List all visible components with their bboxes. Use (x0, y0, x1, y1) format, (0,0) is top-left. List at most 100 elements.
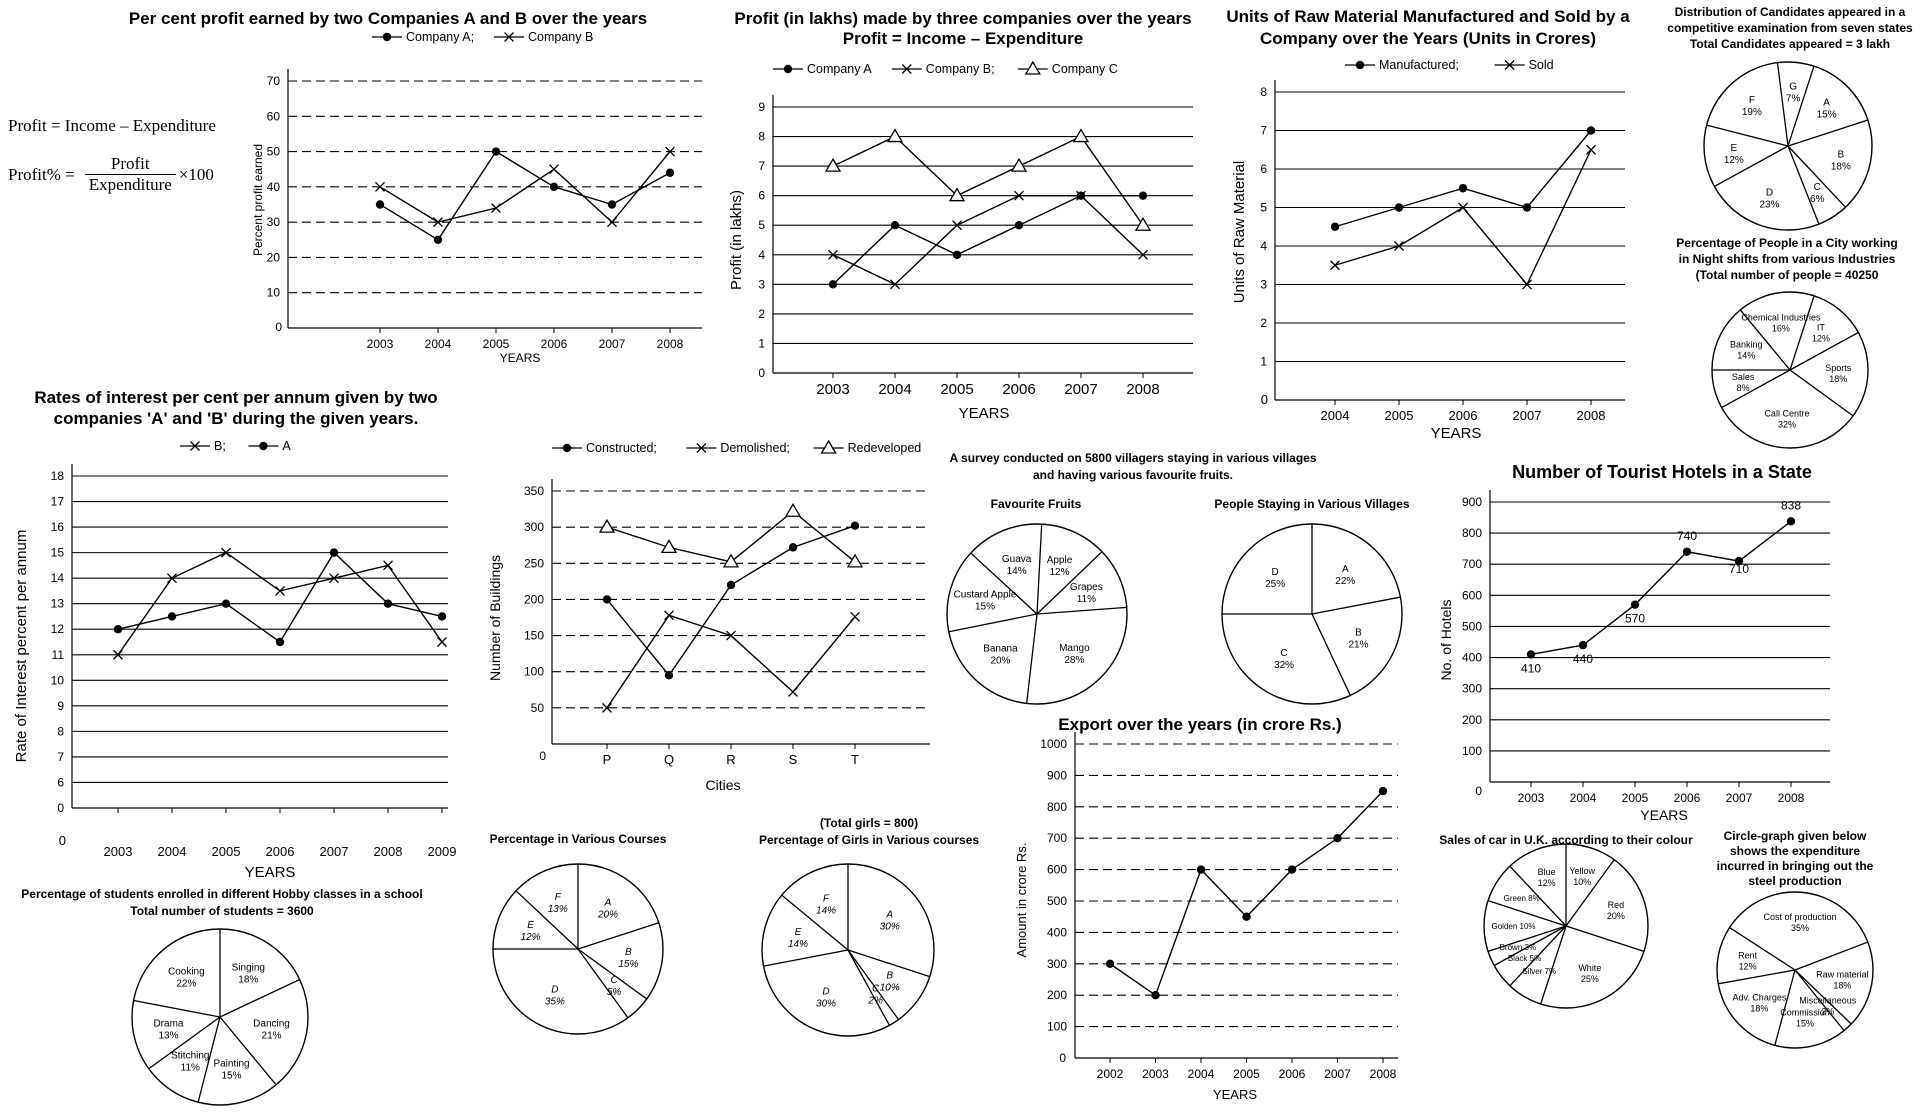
x-tick-label: 2004 (1188, 1067, 1215, 1081)
pie-slice-label: Cooking (168, 966, 205, 977)
x-tick-label: R (726, 752, 735, 767)
pie-slice-value: 6% (1810, 194, 1825, 205)
y-tick-label: 900 (1462, 495, 1482, 509)
data-point (1522, 279, 1532, 290)
y-tick-label: 13 (51, 597, 65, 611)
pie-slice-label: D (1766, 187, 1773, 198)
data-point (850, 611, 860, 622)
y-tick-label: 14 (51, 571, 65, 585)
x-tick-label: 2003 (816, 381, 849, 398)
x-tick-label: 2005 (940, 381, 973, 398)
y-tick-label: 6 (57, 775, 64, 789)
data-point (602, 595, 612, 604)
pie-slice-label: E (527, 920, 534, 931)
pie-divider (1739, 309, 1791, 371)
y-tick-label: 60 (267, 109, 281, 123)
data-point (437, 612, 447, 621)
pie-slice-label: C (1814, 182, 1821, 193)
pie-divider (1036, 606, 1127, 615)
legend-marker (259, 441, 268, 451)
chart-title: competitive examination from seven state… (1667, 21, 1913, 35)
data-point (383, 599, 393, 608)
data-point (1522, 203, 1532, 212)
data-point (788, 543, 798, 552)
pie-divider (515, 890, 579, 950)
data-point (846, 553, 864, 568)
data-point (437, 637, 447, 647)
chart-title: (Total number of people = 40250 (1696, 268, 1879, 282)
series-line (832, 194, 1144, 286)
data-point (1151, 991, 1160, 1000)
formula-denominator: Expenditure (84, 174, 176, 195)
pie-slice-value: 32% (1274, 660, 1294, 671)
legend-label: Company B (528, 30, 593, 44)
pie-slice-value: 18% (1750, 1004, 1768, 1014)
data-point (726, 630, 736, 641)
pie-slice-value: 19% (1742, 107, 1762, 118)
pie-slice-label: F (1749, 95, 1755, 106)
pie-divider (1774, 969, 1796, 1046)
legend-label: Company A (807, 62, 872, 76)
data-point (850, 521, 860, 530)
pie-divider (1787, 145, 1846, 208)
pie-slice-value: 23% (1759, 199, 1779, 210)
pie-slice-value: 20% (597, 910, 618, 921)
y-tick-label: 10 (267, 286, 281, 300)
pie-slice-value: 35% (545, 996, 565, 1007)
chart-profit_pct: Per cent profit earned by two Companies … (129, 9, 702, 365)
legend-marker (504, 32, 514, 42)
data-label: 740 (1677, 529, 1697, 543)
data-point (1586, 144, 1596, 155)
data-label: 440 (1573, 652, 1593, 666)
data-point (1287, 865, 1297, 874)
pie-divider (1787, 119, 1869, 147)
x-tick-label: 2008 (1126, 381, 1159, 398)
x-axis-label: YEARS (245, 864, 296, 881)
legend-marker (696, 443, 707, 453)
pie-slice-label: Mango (1059, 643, 1090, 654)
x-tick-label: 2009 (428, 844, 457, 859)
x-tick-label: 2006 (541, 337, 568, 351)
data-point (1458, 184, 1468, 193)
legend-label: Company B; (926, 62, 995, 76)
chart-title: in Night shifts from various Industries (1679, 252, 1896, 266)
data-point (1682, 547, 1692, 556)
x-tick-label: 2005 (212, 844, 241, 859)
pie-slice-label: Chemical Industries (1741, 312, 1821, 322)
x-axis-label: YEARS (959, 405, 1010, 422)
x-tick-label: 2006 (266, 844, 295, 859)
y-tick-label: 50 (267, 145, 281, 159)
data-point (1134, 216, 1152, 231)
pie-slice-label: Dancing (253, 1019, 290, 1030)
x-tick-label: 2004 (878, 381, 911, 398)
y-tick-label: 50 (531, 701, 545, 715)
x-tick-label: 2008 (1778, 791, 1805, 805)
y-tick-label: 16 (51, 520, 65, 534)
y-tick-label: 17 (51, 495, 65, 509)
data-point (1010, 157, 1028, 172)
y-axis-label: Units of Raw Material (1231, 161, 1248, 304)
y-tick-label: 11 (52, 648, 65, 662)
y-tick-label: 350 (524, 484, 544, 498)
data-point (1394, 203, 1404, 212)
x-tick-label: 2006 (1002, 381, 1035, 398)
pie-divider (197, 1016, 221, 1103)
series-line (1334, 130, 1592, 228)
legend-marker (901, 64, 912, 74)
data-label: 570 (1625, 612, 1645, 626)
origin-label: 0 (1261, 392, 1268, 407)
pie-slice-label: D (822, 987, 829, 998)
x-tick-label: 2004 (1570, 791, 1597, 805)
pie-divider (1721, 369, 1791, 409)
pie-divider (577, 948, 629, 1019)
pie-divider (577, 948, 648, 1000)
pie-slice-value: 11% (1077, 594, 1096, 605)
legend-marker (190, 441, 200, 451)
x-tick-label: 2007 (320, 844, 349, 859)
pie-divider (1794, 969, 1852, 1025)
data-point (886, 128, 904, 143)
pie-slice-label: Green 8% (1504, 894, 1540, 903)
y-tick-label: 3 (758, 277, 765, 291)
